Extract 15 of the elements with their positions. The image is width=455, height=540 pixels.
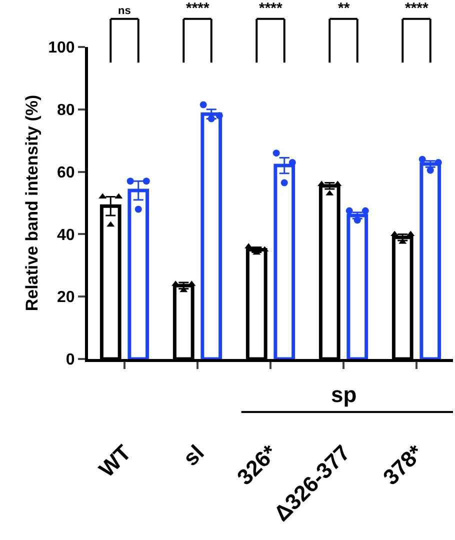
y-tick-label: 100: [48, 40, 75, 57]
text: **: [338, 0, 350, 17]
y-tick-label: 40: [57, 226, 75, 244]
text: sp: [331, 382, 357, 407]
x-tick-label: sl: [178, 440, 209, 471]
text: ****: [259, 0, 283, 17]
y-tick-label: 80: [57, 102, 75, 119]
y-axis-title: Relative band intensity (%): [22, 94, 42, 312]
x-tick-label: WT: [94, 440, 136, 482]
y-tick-label: 60: [57, 164, 75, 182]
y-tick-label: 0: [66, 352, 75, 369]
y-tick-label: 20: [57, 289, 75, 306]
text: ns: [118, 5, 131, 17]
text: ****: [405, 0, 429, 17]
text: ****: [186, 0, 210, 17]
